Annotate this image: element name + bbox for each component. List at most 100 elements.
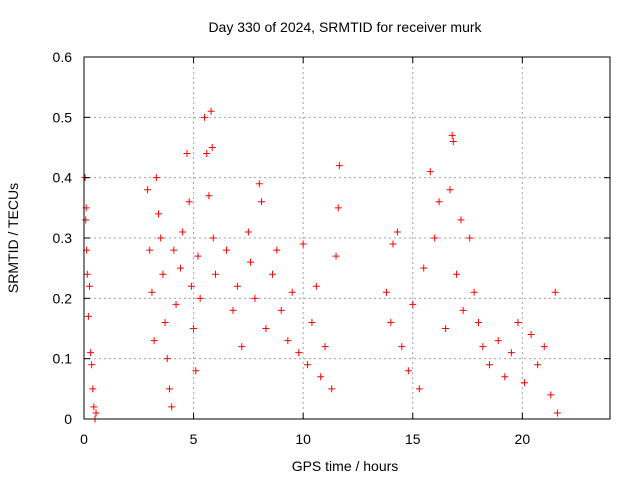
y-axis-label: SRMTID / TECUs <box>5 183 21 293</box>
data-point <box>446 186 454 194</box>
data-point <box>255 180 263 188</box>
data-point <box>551 288 559 296</box>
data-point <box>172 300 180 308</box>
data-point <box>82 216 90 224</box>
data-point <box>148 288 156 296</box>
data-point <box>179 228 187 236</box>
y-tick-label: 0 <box>64 411 72 427</box>
y-tick-label: 0.4 <box>53 170 73 186</box>
data-point <box>299 240 307 248</box>
data-point <box>507 349 515 357</box>
data-point <box>155 210 163 218</box>
data-point <box>448 131 456 139</box>
data-point <box>159 270 167 278</box>
data-points <box>81 107 561 423</box>
data-point <box>420 264 428 272</box>
data-point <box>335 162 343 170</box>
data-point <box>168 403 176 411</box>
data-point <box>332 252 340 260</box>
data-point <box>258 198 266 206</box>
data-point <box>88 361 96 369</box>
data-point <box>244 228 252 236</box>
data-point <box>426 168 434 176</box>
data-point <box>238 343 246 351</box>
data-point <box>442 325 450 332</box>
data-point <box>84 312 92 320</box>
data-point <box>183 150 191 158</box>
y-tick-label: 0.5 <box>53 109 73 125</box>
data-point <box>187 282 195 290</box>
data-point <box>83 270 91 278</box>
data-point <box>89 385 97 393</box>
data-point <box>334 204 342 212</box>
data-point <box>196 294 204 302</box>
x-axis-label: GPS time / hours <box>292 458 399 474</box>
data-point <box>415 385 423 393</box>
data-point <box>494 337 502 345</box>
data-point <box>157 234 165 242</box>
data-point <box>479 343 487 351</box>
data-point <box>449 137 457 145</box>
data-point <box>185 198 193 206</box>
data-point <box>470 288 478 296</box>
data-point <box>251 294 259 302</box>
data-point <box>161 318 169 326</box>
data-point <box>389 240 397 248</box>
data-point <box>321 343 329 351</box>
data-point <box>203 150 211 158</box>
data-point <box>268 270 276 278</box>
data-point <box>205 192 213 200</box>
data-point <box>277 306 285 314</box>
data-point <box>176 264 184 272</box>
data-point <box>192 367 200 375</box>
data-point <box>90 403 98 411</box>
data-point <box>262 325 270 332</box>
y-tick-label: 0.3 <box>53 230 73 246</box>
data-point <box>85 282 93 290</box>
data-point <box>87 349 95 357</box>
data-point <box>304 361 312 369</box>
data-point <box>146 246 154 254</box>
data-point <box>295 349 303 357</box>
data-point <box>457 216 465 224</box>
data-point <box>534 361 542 369</box>
data-point <box>190 325 198 332</box>
x-tick-label: 15 <box>405 431 421 447</box>
data-point <box>212 270 219 278</box>
data-point <box>328 385 336 393</box>
data-point <box>209 234 217 242</box>
data-point <box>233 282 241 290</box>
data-point <box>194 252 202 260</box>
x-tick-label: 20 <box>515 431 531 447</box>
data-point <box>170 246 178 254</box>
data-point <box>92 409 100 417</box>
data-point <box>466 234 474 242</box>
data-point <box>547 391 555 399</box>
data-point <box>485 361 493 369</box>
data-point <box>459 306 467 314</box>
y-tick-label: 0.6 <box>53 49 73 65</box>
data-point <box>208 144 216 151</box>
x-tick-label: 10 <box>295 431 311 447</box>
data-point <box>207 107 215 115</box>
data-point <box>393 228 401 236</box>
data-point <box>453 270 461 278</box>
grid-lines <box>84 57 610 419</box>
data-point <box>284 337 292 345</box>
data-point <box>521 379 529 387</box>
data-point <box>435 198 443 206</box>
y-tick-label: 0.2 <box>53 290 73 306</box>
data-point <box>222 246 230 254</box>
data-point <box>514 318 522 326</box>
data-point <box>387 318 395 326</box>
x-tick-label: 0 <box>80 431 88 447</box>
axis-ticks: 0 5 10 15 20 0 0.1 0.2 0.3 0.4 0.5 0.6 <box>53 49 610 447</box>
data-point <box>144 186 152 194</box>
data-point <box>527 331 535 339</box>
chart-title: Day 330 of 2024, SRMTID for receiver mur… <box>208 19 482 35</box>
data-point <box>312 282 320 290</box>
data-point <box>229 306 237 314</box>
data-point <box>288 288 296 296</box>
y-tick-label: 0.1 <box>53 351 73 367</box>
